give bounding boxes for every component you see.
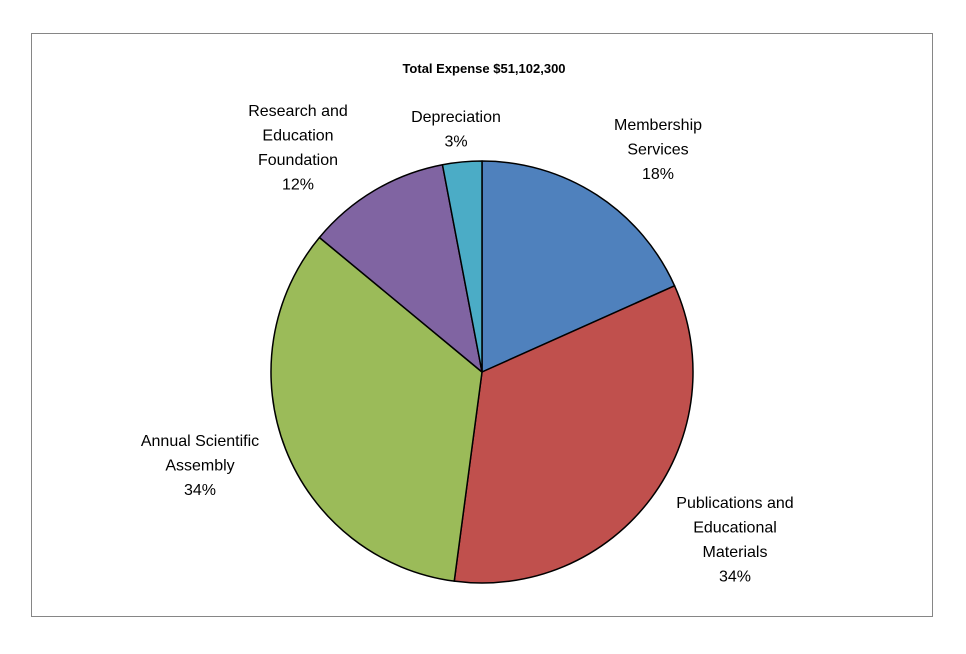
slice-label-2: Annual Scientific Assembly 34%: [141, 433, 259, 499]
pie-slice-0: [481, 160, 676, 373]
pie-slice-4: [441, 160, 483, 373]
slice-label-3: Research and Education Foundation 12%: [248, 103, 348, 194]
chart-title: Total Expense $51,102,300: [402, 61, 565, 76]
pie-slice-2: [270, 236, 483, 582]
slice-label-1: Publications and Educational Materials 34%: [676, 495, 793, 586]
pie-slice-1: [453, 285, 694, 584]
pie-slice-3: [318, 163, 483, 373]
slice-label-0: Membership Services 18%: [614, 117, 702, 183]
slice-label-4: Depreciation 3%: [411, 109, 501, 151]
